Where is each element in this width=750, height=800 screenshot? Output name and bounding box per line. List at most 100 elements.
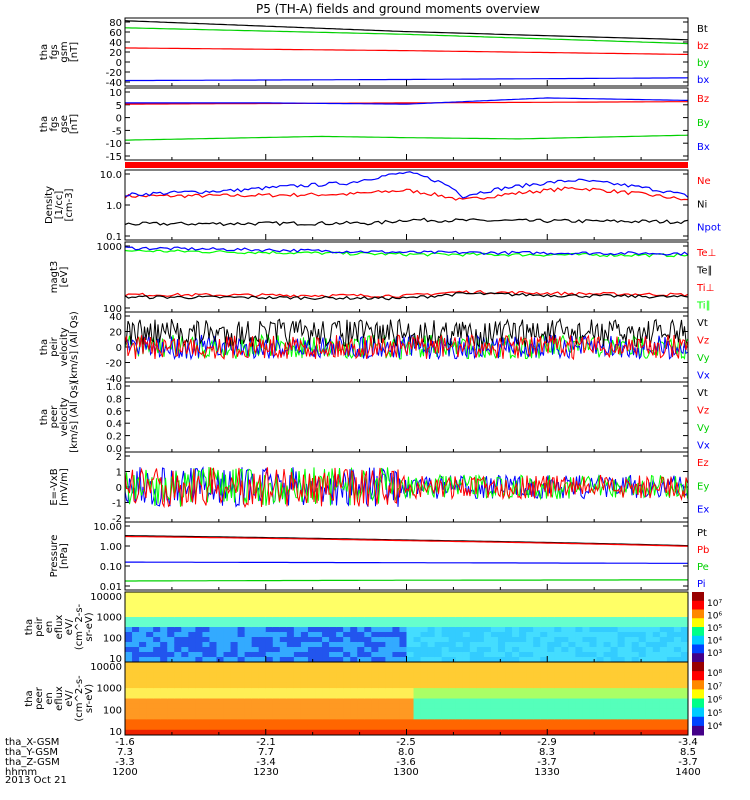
heatmap-cell: [364, 637, 372, 643]
heatmap-cell: [483, 637, 492, 643]
heatmap-cell: [413, 607, 422, 613]
heatmap-cell: [279, 607, 288, 613]
legend-entry: Ni: [697, 199, 707, 210]
heatmap-cell: [680, 724, 689, 731]
heatmap-cell: [483, 607, 492, 613]
heatmap-cell: [181, 724, 189, 731]
heatmap-cell: [237, 657, 246, 663]
heatmap-cell: [265, 632, 274, 638]
heatmap-cell: [638, 693, 647, 699]
heatmap-cell: [638, 637, 647, 643]
heatmap-cell: [160, 637, 168, 643]
heatmap-cell: [575, 672, 583, 679]
series-line-Ne: [124, 186, 689, 201]
heatmap-cell: [483, 667, 492, 673]
heatmap-cell: [519, 622, 527, 628]
heatmap-cell: [132, 612, 140, 618]
heatmap-cell: [399, 612, 407, 618]
heatmap-cell: [448, 724, 457, 731]
heatmap-cell: [406, 597, 415, 603]
heatmap-cell: [406, 617, 415, 623]
heatmap-cell: [406, 729, 415, 736]
heatmap-cell: [540, 677, 548, 684]
colorbar-label: 10⁷: [707, 599, 722, 609]
heatmap-cell: [575, 667, 583, 673]
heatmap-cell: [322, 607, 330, 613]
heatmap-cell: [202, 688, 210, 694]
legend-entry: bz: [697, 41, 709, 52]
heatmap-cell: [406, 698, 415, 705]
heatmap-cell: [455, 729, 464, 736]
heatmap-cell: [146, 714, 154, 720]
heatmap-cell: [490, 597, 499, 603]
heatmap-cell: [357, 708, 365, 715]
heatmap-cell: [413, 647, 422, 653]
heatmap-cell: [589, 627, 598, 633]
heatmap-cell: [533, 677, 541, 684]
heatmap-cell: [244, 724, 253, 731]
heatmap-cell: [476, 703, 485, 710]
heatmap-cell: [652, 602, 661, 608]
heatmap-cell: [575, 662, 583, 668]
heatmap-cell: [448, 657, 457, 663]
heatmap-cell: [589, 632, 598, 638]
panel-ylabel-line: (cm^2-s-: [74, 603, 85, 650]
heatmap-cell: [251, 612, 260, 618]
heatmap-cell: [420, 662, 429, 668]
heatmap-cell: [483, 632, 492, 638]
heatmap-cell: [343, 607, 351, 613]
legend-entry: by: [697, 58, 709, 69]
y-tick-label: 1: [116, 468, 122, 479]
heatmap-cell: [167, 632, 175, 638]
heatmap-cell: [680, 688, 689, 694]
heatmap-cell: [272, 592, 281, 598]
heatmap-cell: [652, 698, 661, 705]
heatmap-cell: [371, 719, 379, 726]
heatmap-cell: [195, 652, 203, 658]
heatmap-cell: [364, 617, 372, 623]
heatmap-cell: [132, 688, 140, 694]
colorbar-segment: [692, 707, 704, 718]
heatmap-cell: [638, 647, 647, 653]
heatmap-cell: [483, 592, 492, 598]
heatmap-cell: [666, 662, 675, 668]
heatmap-cell: [455, 592, 464, 598]
heatmap-cell: [258, 592, 267, 598]
heatmap-cell: [505, 612, 513, 618]
heatmap-cell: [497, 708, 506, 715]
heatmap-cell: [673, 607, 682, 613]
heatmap-cell: [167, 719, 175, 726]
heatmap-cell: [505, 714, 513, 720]
colorbar-label: 10⁴: [707, 722, 722, 732]
heatmap-cell: [153, 662, 161, 668]
heatmap-cell: [307, 719, 316, 726]
heatmap-cell: [427, 708, 436, 715]
heatmap-cell: [209, 724, 217, 731]
heatmap-cell: [167, 657, 175, 663]
heatmap-cell: [448, 688, 457, 694]
heatmap-cell: [434, 724, 443, 731]
heatmap-cell: [237, 729, 246, 736]
heatmap-cell: [582, 667, 590, 673]
heatmap-cell: [336, 667, 344, 673]
heatmap-cell: [167, 672, 175, 679]
heatmap-cell: [329, 632, 337, 638]
heatmap-cell: [547, 627, 555, 633]
heatmap-cell: [237, 627, 246, 633]
heatmap-cell: [540, 652, 548, 658]
heatmap-cell: [364, 724, 372, 731]
heatmap-cell: [476, 607, 485, 613]
heatmap-cell: [455, 667, 464, 673]
series-line: [124, 466, 688, 507]
y-tick-label: 1.00: [100, 542, 122, 553]
heatmap-cell: [300, 632, 309, 638]
orbit-value: -3.7: [678, 757, 698, 768]
heatmap-cell: [624, 719, 633, 726]
heatmap-cell: [125, 602, 133, 608]
heatmap-cell: [125, 612, 133, 618]
heatmap-cell: [596, 714, 605, 720]
heatmap-cell: [519, 672, 527, 679]
heatmap-cell: [582, 693, 590, 699]
heatmap-cell: [146, 724, 154, 731]
